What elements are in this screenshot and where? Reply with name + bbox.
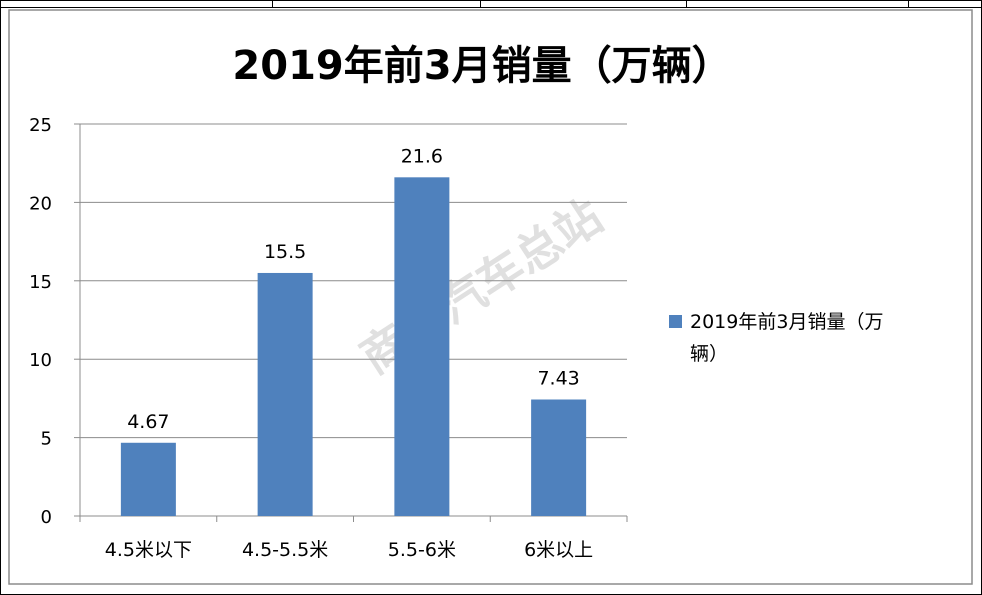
y-axis-ticks: 0 5 10 15 20 25 [29,115,80,528]
category-label-2: 5.5-6米 [388,539,456,561]
data-label-1: 15.5 [264,241,306,263]
legend-label-line-1: 2019年前3月销量（万 [690,311,883,333]
legend: 2019年前3月销量（万 辆） [669,311,883,365]
y-tick-label-15: 15 [29,272,52,293]
chart-title: 2019年前3月销量（万辆） [232,43,731,89]
x-axis-categories: 4.5米以下 4.5-5.5米 5.5-6米 6米以上 [105,539,593,561]
bar-2 [394,177,450,516]
bar-3 [531,399,587,516]
bars [120,177,587,516]
y-tick-label-5: 5 [41,429,52,450]
legend-label-line-2: 辆） [690,343,728,365]
gridlines [80,123,627,439]
category-label-0: 4.5米以下 [105,539,192,561]
bar-0 [120,442,176,516]
data-label-2: 21.6 [401,145,443,167]
y-tick-label-0: 0 [41,507,52,528]
y-tick-label-25: 25 [29,115,52,136]
y-tick-label-20: 20 [29,193,52,214]
bar-1 [257,272,313,516]
data-label-0: 4.67 [127,411,169,433]
data-label-3: 7.43 [537,367,579,389]
legend-swatch [669,315,682,328]
category-label-1: 4.5-5.5米 [242,539,328,561]
y-tick-label-10: 10 [29,350,52,371]
data-labels: 4.67 15.5 21.6 7.43 [127,145,580,432]
category-label-3: 6米以上 [524,539,593,561]
